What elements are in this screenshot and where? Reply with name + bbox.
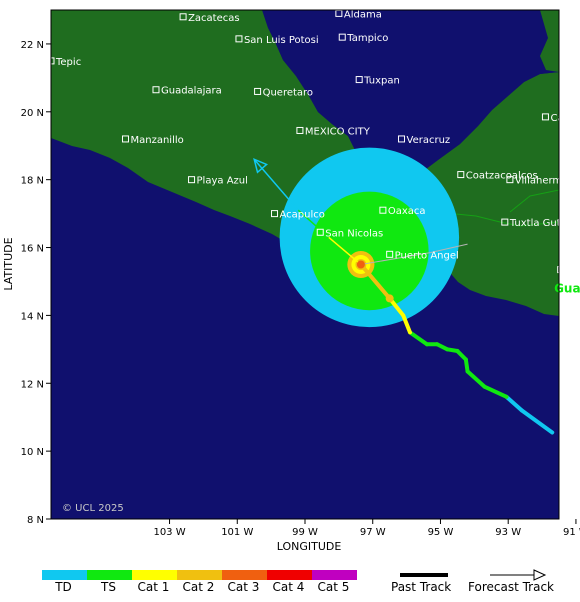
city-marker-icon: [296, 126, 304, 134]
track-position-marker: [356, 260, 365, 269]
past-track-line: [400, 573, 448, 577]
y-tick-label: 10 N: [21, 447, 44, 458]
past-track-segment: [401, 313, 412, 335]
past-track-segment: [519, 408, 555, 435]
past-track-segment: [465, 369, 487, 389]
x-tick-label: 93 W: [495, 527, 521, 538]
legend-swatch-ts: [87, 570, 132, 580]
city-label: Oaxaca: [388, 206, 426, 217]
city-marker-icon: [338, 33, 346, 41]
y-tick-label: 8 N: [27, 515, 44, 526]
city-marker-icon: [152, 86, 160, 94]
city-marker-icon: [271, 210, 279, 218]
city-marker-icon: [557, 266, 565, 274]
city-label: San Nicolas: [325, 228, 383, 239]
legend-label-cat2: Cat 2: [182, 580, 215, 594]
past-track-segment: [407, 330, 429, 347]
x-tick-label: 103 W: [153, 527, 185, 538]
forecast-track-segment: [253, 158, 299, 211]
forecast-shadow-segment: [430, 243, 468, 254]
city-marker-icon: [355, 76, 363, 84]
y-tick-label: 12 N: [21, 379, 44, 390]
city-label: Villahermosa: [515, 176, 580, 187]
track-position-marker: [385, 294, 394, 303]
city-label: Puerto Angel: [395, 250, 459, 261]
legend-label-cat5: Cat 5: [317, 580, 350, 594]
city-label: Zacatecas: [188, 13, 240, 24]
city-label: Tampico: [346, 33, 388, 44]
city-marker-icon: [541, 113, 549, 121]
x-tick-label: 101 W: [221, 527, 253, 538]
past-track-segment: [358, 262, 392, 301]
city-label: Aldama: [344, 9, 382, 20]
gulf-of-mexico: [276, 10, 559, 176]
country-label: Guatemala: [554, 281, 580, 295]
city-marker-icon: [179, 13, 187, 21]
city-label: MEXICO CITY: [305, 126, 371, 137]
city-label: Coatzacoalcos: [466, 171, 538, 182]
legend-label-cat1: Cat 1: [137, 580, 170, 594]
city-label: Manzanillo: [131, 135, 184, 146]
wind-field-ts-1: [310, 191, 429, 311]
past-track-segment: [504, 394, 524, 413]
forecast-track-label: Forecast Track: [468, 580, 554, 594]
legend-swatch-cat1: [132, 570, 177, 580]
legend-swatch-cat3: [222, 570, 267, 580]
legend: TD TS Cat 1 Cat 2 Cat 3 Cat 4 Cat 5 Past Track…: [0, 566, 580, 602]
city-marker-icon: [316, 228, 324, 236]
legend-swatch-td: [42, 570, 87, 580]
plot-frame: [50, 9, 560, 520]
legend-swatch-cat5: [312, 570, 357, 580]
city-marker-icon: [501, 218, 509, 226]
y-axis-title: LATITUDE: [2, 237, 15, 290]
city-label: Tuxpan: [363, 76, 400, 87]
forecast-shadow-segment: [360, 252, 431, 265]
city-marker-icon: [235, 35, 243, 43]
city-label: Acapulco: [280, 210, 325, 221]
x-tick-label: 99 W: [292, 527, 318, 538]
legend-label-cat4: Cat 4: [272, 580, 305, 594]
past-track-segment: [482, 384, 509, 399]
city-marker-icon: [398, 135, 406, 143]
city-marker-icon: [254, 87, 262, 95]
city-marker-icon: [457, 171, 465, 179]
yucatan-landmass: [540, 10, 559, 72]
x-tick-label: 97 W: [360, 527, 386, 538]
past-track-label: Past Track: [391, 580, 452, 594]
forecast-track-segment: [328, 236, 362, 266]
legend-label-cat3: Cat 3: [227, 580, 260, 594]
forecast-arrow-icon: [490, 569, 547, 581]
forecast-arrow-icon: [253, 158, 268, 174]
city-label: Tepic: [55, 57, 81, 68]
y-tick-label: 20 N: [21, 108, 44, 119]
legend-label-ts: TS: [101, 580, 116, 594]
copyright-label: © UCL 2025: [62, 503, 124, 514]
city-label: Queretaro: [263, 87, 313, 98]
city-marker-icon: [122, 135, 130, 143]
city-marker-icon: [379, 206, 387, 214]
y-tick-label: 22 N: [21, 40, 44, 51]
city-label: Campeche: [550, 113, 580, 124]
city-marker-icon: [188, 176, 196, 184]
city-label: Playa Azul: [197, 176, 248, 187]
city-marker-icon: [506, 176, 514, 184]
x-axis-title: LONGITUDE: [277, 540, 342, 553]
city-label: Veracruz: [407, 135, 451, 146]
y-tick-label: 14 N: [21, 311, 44, 322]
storm-track-map: Zacatecas Aldama Tampico San Luis Potosi Tep…: [2, 9, 580, 553]
legend-swatch-cat2: [177, 570, 222, 580]
y-tick-label: 16 N: [21, 244, 44, 255]
x-tick-label: 91 W: [563, 527, 580, 538]
legend-label-td: TD: [55, 580, 72, 594]
city-marker-icon: [386, 250, 394, 258]
city-label: Huehuetenango: [566, 266, 580, 277]
legend-swatch-cat4: [267, 570, 312, 580]
city-label: Tuxtla Gutierrez: [509, 218, 580, 229]
city-label: San Luis Potosi: [244, 35, 319, 46]
city-label: Guadalajara: [161, 86, 222, 97]
x-tick-label: 95 W: [428, 527, 454, 538]
y-tick-label: 18 N: [21, 176, 44, 187]
